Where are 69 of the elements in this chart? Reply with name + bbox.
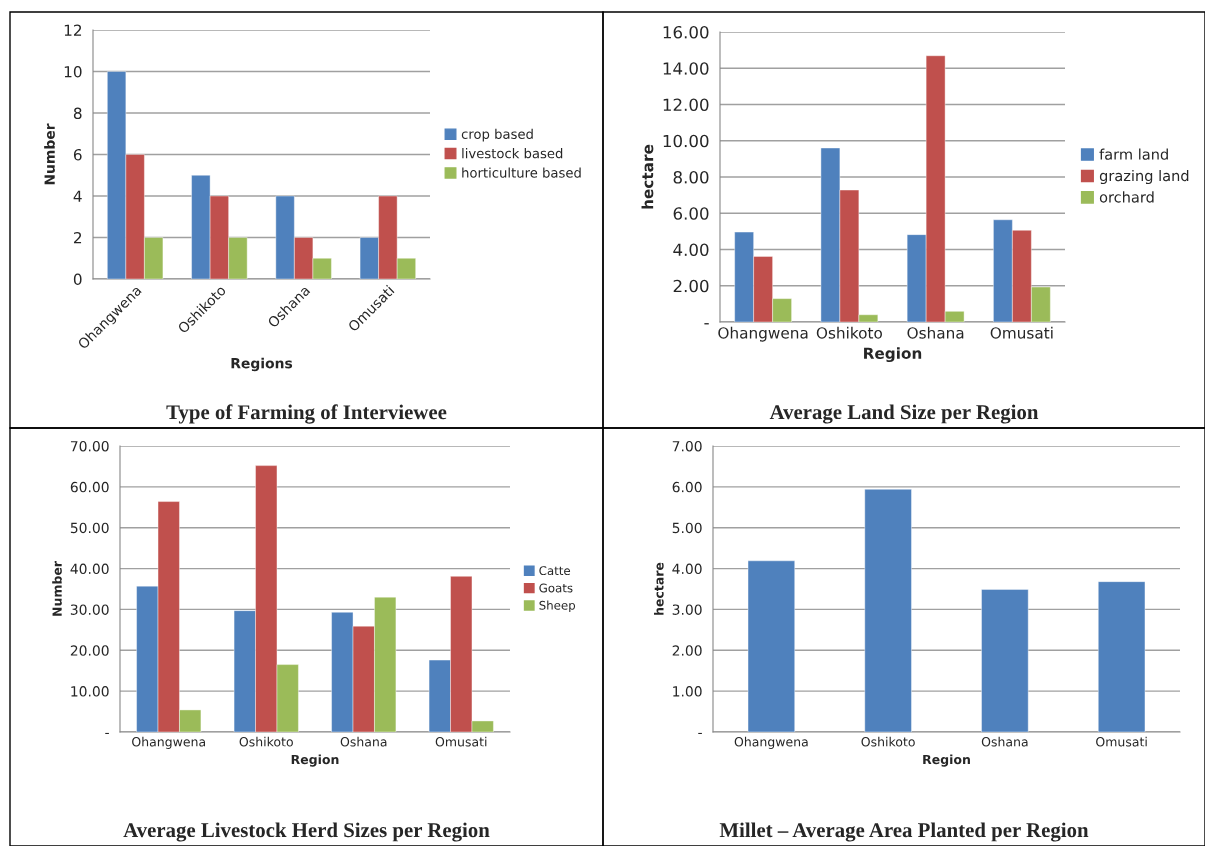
y-tick-label: 4 <box>73 190 82 202</box>
y-tick-label: 30.00 <box>70 604 109 615</box>
x-axis-title: Region <box>923 754 970 767</box>
legend-label: farm land <box>1099 148 1168 160</box>
y-tick-label: 10.00 <box>71 686 109 697</box>
y-axis-title: Number <box>52 561 62 616</box>
y-tick-label: - <box>698 732 702 735</box>
y-axis-title: hectare <box>641 144 654 209</box>
y-tick-label: 12.00 <box>663 98 709 112</box>
legend-label: Sheep <box>539 600 576 613</box>
legend-label: grazing land <box>1099 169 1189 185</box>
y-tick-label: 2.00 <box>673 279 709 293</box>
y-tick-label: 6 <box>73 148 82 161</box>
x-tick-label: Omusati <box>990 326 1053 339</box>
legend-label: livestock based <box>462 148 563 159</box>
y-tick-label: 60.00 <box>70 481 109 493</box>
legend-label: crop based <box>461 128 533 142</box>
x-axis-title: Region <box>864 347 922 363</box>
text: Millet – Average Area Planted per Region <box>719 822 1089 842</box>
y-tick-label: 12 <box>64 24 82 36</box>
bar <box>1098 581 1146 732</box>
legend-label: Catte <box>539 566 571 576</box>
y-tick-label: 20.00 <box>70 645 109 656</box>
text: Average Land Size per Region <box>769 404 1039 424</box>
x-tick-label: Oshana <box>907 326 964 339</box>
y-tick-label: 8.00 <box>673 170 709 184</box>
y-tick-label: 6.00 <box>672 481 702 493</box>
x-axis-title: Regions <box>231 357 293 372</box>
y-axis-title: Number <box>44 123 55 185</box>
x-tick-label: Ohangwena <box>734 736 808 749</box>
y-tick-label: 40.00 <box>70 563 109 575</box>
y-axis-title: hectare <box>654 562 664 615</box>
x-tick-label: Ohangwena <box>132 736 205 749</box>
y-tick-label: 2 <box>73 231 82 244</box>
y-tick-label: 4.00 <box>672 563 702 575</box>
y-tick-label: 6.00 <box>673 207 709 220</box>
x-tick-label: Ohangwena <box>718 326 808 342</box>
y-tick-label: 70.00 <box>70 440 109 452</box>
x-tick-label: Omusati <box>1096 736 1147 747</box>
y-tick-label: 3.00 <box>672 604 702 615</box>
y-tick-label: 2.00 <box>672 645 702 656</box>
x-tick-label: Oshikoto <box>861 736 915 747</box>
y-tick-label: 16.00 <box>663 25 709 39</box>
legend-label: orchard <box>1099 191 1154 203</box>
bar <box>747 560 795 732</box>
x-tick-label: Oshikoto <box>816 326 882 339</box>
x-tick-label: Oshana <box>340 736 387 747</box>
y-tick-label: 5.00 <box>672 522 702 534</box>
y-tick-label: 0 <box>73 273 82 286</box>
y-tick-label: 8 <box>73 107 82 120</box>
y-tick-label: 50.00 <box>70 522 109 534</box>
x-tick-label: Omusati <box>435 736 487 747</box>
x-tick-label: Oshana <box>981 736 1028 747</box>
y-tick-label: 14.00 <box>663 62 709 75</box>
legend-label: Goats <box>539 583 573 593</box>
x-axis-title: Region <box>291 754 339 767</box>
y-tick-label: 7.00 <box>672 440 702 452</box>
y-tick-label: - <box>704 323 709 325</box>
x-tick-label: Oshikoto <box>239 736 293 747</box>
y-tick-label: 1.00 <box>673 686 702 697</box>
text: Type of Farming of Interviewee <box>166 404 447 424</box>
y-tick-label: 4.00 <box>673 243 709 257</box>
text: Average Livestock Herd Sizes per Region <box>123 822 490 842</box>
y-tick-label: 10.00 <box>663 134 709 148</box>
bar <box>981 589 1029 732</box>
y-tick-label: - <box>105 732 109 735</box>
legend-label: horticulture based <box>462 167 581 178</box>
y-tick-label: 10 <box>64 65 82 78</box>
bar <box>864 489 912 732</box>
